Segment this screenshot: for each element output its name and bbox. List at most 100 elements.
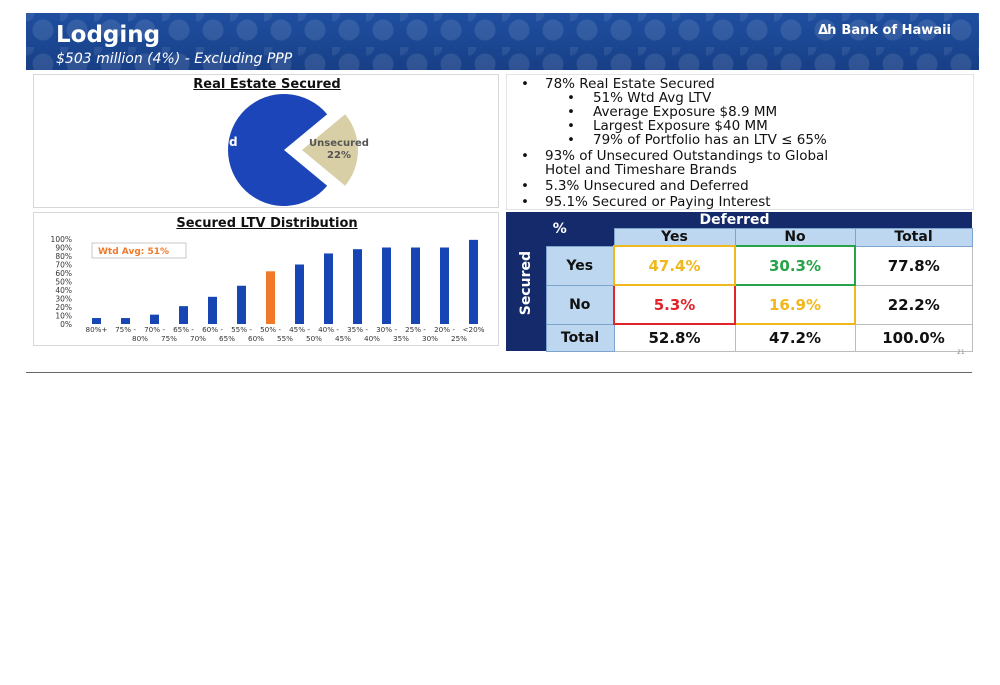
x-tick-label: 40% - <box>318 325 339 334</box>
cell-grand-total: 100.0% <box>854 323 973 352</box>
pie-chart-panel: Real Estate Secured Secured 78% Unsecured 2… <box>33 74 499 208</box>
x-tick-label: 25% - <box>405 325 426 334</box>
x-tick-label: 80%+ <box>86 325 108 334</box>
x-tick-label: 70% - <box>144 325 165 334</box>
pie-label-unsecured: Unsecured <box>309 138 369 149</box>
cell-secured-not-deferred: 30.3% <box>734 245 856 286</box>
ltv-bar <box>237 285 246 324</box>
ltv-bar <box>324 253 333 324</box>
y-tick-label: 50% <box>55 278 72 287</box>
x-tick-label: 65% - <box>173 325 194 334</box>
x-tick-label: 60% <box>248 334 264 343</box>
pie-slice-unsecured <box>302 114 359 186</box>
page-title: Lodging <box>56 22 161 48</box>
sub-bullet-item: • 51% Wtd Avg LTV <box>567 90 712 106</box>
cell-unsecured-deferred: 5.3% <box>613 284 736 325</box>
y-tick-label: 30% <box>55 295 72 304</box>
ltv-bar <box>382 247 391 324</box>
col-header-total: Total <box>854 228 973 247</box>
logo-mark-icon: ᐃh <box>818 23 836 38</box>
header-banner: Lodging $503 million (4%) - Excluding PP… <box>26 13 979 70</box>
group-spacer <box>855 212 972 229</box>
cell-total-not-deferred: 47.2% <box>734 323 856 352</box>
sub-bullet-item: • Largest Exposure $40 MM <box>567 118 768 134</box>
x-tick-label: 55% - <box>231 325 252 334</box>
ltv-bar <box>121 318 130 324</box>
pie-value-unsecured: 22% <box>327 150 351 161</box>
logo-text: Bank of Hawaii <box>841 23 951 38</box>
x-tick-label: 30% - <box>376 325 397 334</box>
y-tick-label: 90% <box>55 244 72 253</box>
page-subtitle: $503 million (4%) - Excluding PPP <box>56 51 293 67</box>
x-tick-label: 35% <box>393 334 409 343</box>
x-tick-label: 65% <box>219 334 235 343</box>
col-header-yes: Yes <box>613 228 736 247</box>
x-tick-label: 40% <box>364 334 380 343</box>
total-row-spacer <box>506 324 546 351</box>
cell-unsecured-not-deferred: 16.9% <box>734 284 856 325</box>
x-tick-label: 75% - <box>115 325 136 334</box>
ltv-bar <box>440 247 449 324</box>
cell-total-deferred: 52.8% <box>613 323 736 352</box>
x-tick-label: <20% <box>463 325 485 334</box>
y-tick-label: 40% <box>55 286 72 295</box>
pie-chart-title: Real Estate Secured <box>193 77 341 92</box>
y-tick-label: 100% <box>51 235 72 244</box>
ltv-bar <box>295 264 304 324</box>
row-header-total: Total <box>545 323 615 352</box>
x-tick-label: 60% - <box>202 325 223 334</box>
wtd-avg-box <box>91 242 187 259</box>
ltv-bar <box>266 271 275 324</box>
wtd-avg-annotation: Wtd Avg: 51% <box>98 247 169 257</box>
bar-chart: 0%10%20%30%40%50%60%70%80%90%100%80%+ 75%… <box>51 235 485 343</box>
x-tick-label: 45% <box>335 334 351 343</box>
y-tick-label: 80% <box>55 252 72 261</box>
x-tick-label: 75% <box>161 334 177 343</box>
ltv-bar <box>469 239 478 324</box>
x-tick-label: 55% <box>277 334 293 343</box>
y-tick-label: 10% <box>55 312 72 321</box>
pie-label-secured: Secured <box>182 135 237 149</box>
x-tick-label: 30% <box>422 334 438 343</box>
ltv-bar <box>353 249 362 324</box>
bullet-item: • 78% Real Estate Secured <box>521 76 715 92</box>
bullet-item: • 5.3% Unsecured and Deferred <box>521 178 749 194</box>
row-header-no: No <box>545 284 615 325</box>
ltv-bar <box>208 296 217 324</box>
x-tick-label: 50% <box>306 334 322 343</box>
bullet-item: • 95.1% Secured or Paying Interest <box>521 194 771 210</box>
bullet-continuation: Hotel and Timeshare Brands <box>545 162 737 178</box>
ltv-bar <box>411 247 420 324</box>
ltv-bar <box>150 314 159 324</box>
cell-unsecured-total: 22.2% <box>854 284 973 325</box>
deferred-group-header: Deferred <box>614 212 855 229</box>
page-divider <box>26 372 972 373</box>
row-header-yes: Yes <box>545 245 615 286</box>
cell-secured-total: 77.8% <box>854 245 973 286</box>
x-tick-label: 70% <box>190 334 206 343</box>
x-tick-label: 20% - <box>434 325 455 334</box>
bar-chart-title: Secured LTV Distribution <box>176 216 358 231</box>
matrix-corner: % <box>506 212 614 246</box>
sub-bullet-item: • Average Exposure $8.9 MM <box>567 104 778 120</box>
x-tick-label: 35% - <box>347 325 368 334</box>
secured-group-header: Secured <box>506 246 546 324</box>
x-tick-label: 80% <box>132 334 148 343</box>
sub-bullet-item: • 79% of Portfolio has an LTV ≤ 65% <box>567 132 827 148</box>
y-tick-label: 60% <box>55 269 72 278</box>
x-tick-label: 45% - <box>289 325 310 334</box>
secured-deferred-matrix: % Deferred Yes No Total Secured Yes 47.4… <box>506 212 973 352</box>
key-points: • 78% Real Estate Secured • 51% Wtd Avg LT… <box>506 74 974 210</box>
ltv-bar <box>179 306 188 324</box>
x-tick-label: 50% - <box>260 325 281 334</box>
pie-slice-secured <box>228 93 328 206</box>
bank-logo: ᐃh Bank of Hawaii <box>818 23 951 38</box>
ltv-bar <box>92 318 101 324</box>
bullet-item: • 93% of Unsecured Outstandings to Global <box>521 148 829 164</box>
page-number: 21 <box>957 349 965 356</box>
col-header-no: No <box>734 228 856 247</box>
y-tick-label: 20% <box>55 303 72 312</box>
y-tick-label: 0% <box>60 320 72 329</box>
x-tick-label: 25% <box>451 334 467 343</box>
